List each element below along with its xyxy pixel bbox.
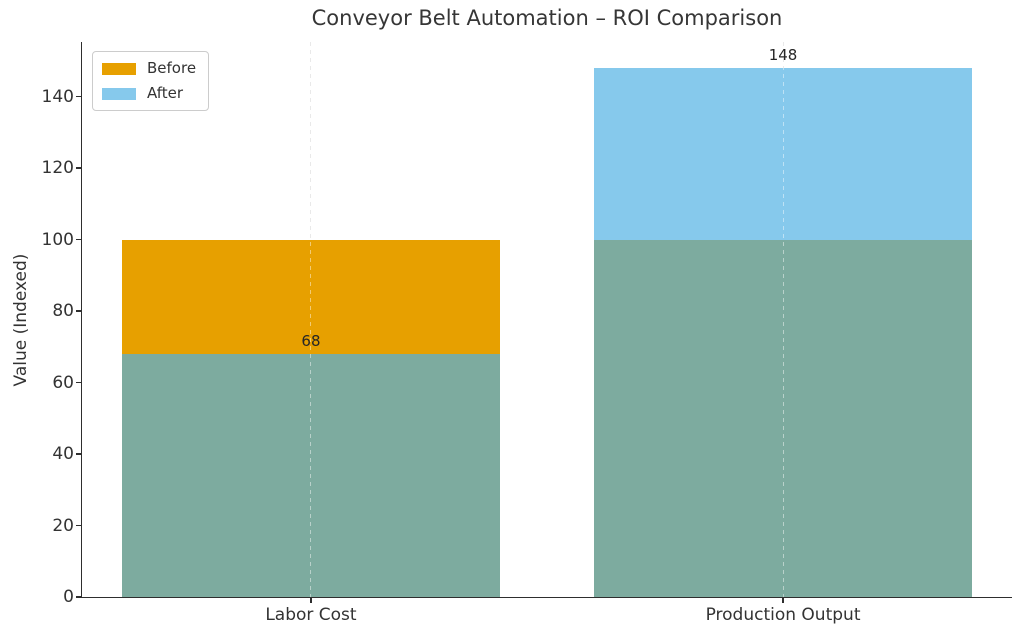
bar-segment-overlap [594,239,972,597]
legend: Before After [92,51,210,111]
y-tick-label: 60 [52,372,74,393]
y-tick-mark [76,95,82,98]
legend-entry-after: After [102,85,196,102]
y-tick-mark [76,453,82,455]
plot-area: 0 20 40 60 80 100 120 140 68 Labor Cost 148 Product… [42,42,1012,625]
legend-swatch-after [102,87,136,100]
legend-swatch-before [102,62,136,75]
y-tick-mark [76,596,82,598]
legend-entry-before: Before [102,60,196,77]
value-label: 148 [768,46,798,65]
value-label: 68 [301,331,321,350]
y-tick-mark [76,310,82,312]
y-tick-label: 120 [41,158,74,179]
bottom-spine [82,596,1012,599]
gridline-overlay [782,42,784,597]
bar-segment-overlap [122,353,500,597]
x-tick-mark [782,597,784,603]
y-tick-label: 100 [41,229,74,250]
y-tick-mark [76,524,82,527]
x-tick-mark [310,597,312,603]
bar-segment-before [122,239,500,354]
bar-segment-after [594,68,972,240]
y-tick-label: 140 [41,86,74,107]
y-tick-label: 0 [63,587,74,607]
y-tick-mark [76,381,82,384]
x-tick-label: Production Output [705,605,861,625]
legend-label-before: Before [147,59,197,77]
gridline-overlay [310,42,312,597]
y-tick-mark [76,167,82,169]
legend-label-after: After [147,84,184,102]
y-tick-mark [76,238,82,241]
chart-title: Conveyor Belt Automation – ROI Compariso… [311,6,783,30]
y-tick-label: 40 [52,444,74,465]
x-tick-label: Labor Cost [265,605,357,625]
left-spine [80,42,83,597]
y-tick-label: 20 [52,515,74,536]
y-tick-label: 80 [52,301,74,322]
